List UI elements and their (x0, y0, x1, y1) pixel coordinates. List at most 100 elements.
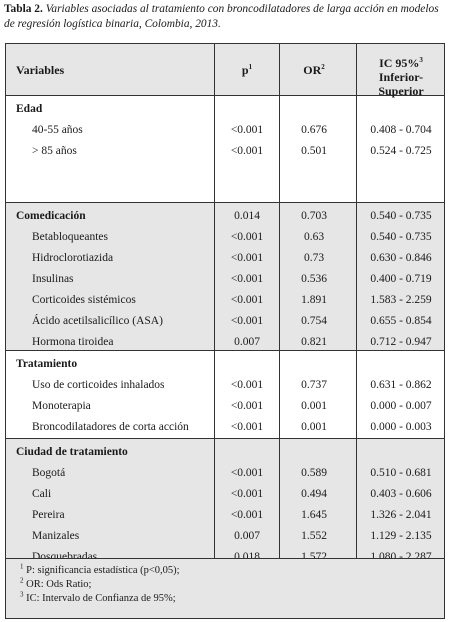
confidence-interval: 0.408 - 0.704 (370, 124, 432, 136)
section-title-row: Ciudad de tratamiento (6, 443, 444, 464)
section-title: Tratamiento (16, 358, 78, 370)
table-section: Tratamiento Uso de corticoides inhalados <… (6, 351, 444, 438)
p-value: <0.001 (230, 400, 264, 412)
table-header: Variables p1 OR2 IC 95%3 Inferior-Superio… (6, 44, 445, 98)
odds-ratio: 0.494 (301, 488, 327, 500)
confidence-interval: 0.630 - 0.846 (370, 252, 432, 264)
table-row: > 85 años <0.001 0.501 0.524 - 0.725 (6, 142, 444, 163)
footnote: 3 IC: Intervalo de Confianza de 95%; (20, 590, 176, 604)
footnote: 1 P: significancia estadística (p<0,05); (20, 563, 180, 576)
header-ic-sup: 3 (419, 56, 423, 64)
section-title-row: Tratamiento (6, 355, 444, 376)
table-section: Edad 40-55 años <0.001 0.676 0.408 - 0.704 > … (6, 96, 444, 202)
header-p-sup: 1 (248, 63, 253, 71)
footnote: 2 OR: Ods Ratio; (20, 576, 91, 590)
table-row: Corticoides sistémicos <0.001 1.891 1.583 -… (6, 291, 444, 312)
header-p: p1 (223, 63, 271, 78)
p-value: <0.001 (230, 315, 264, 327)
section-title: Edad (16, 103, 43, 115)
odds-ratio: 0.737 (301, 379, 327, 391)
variable-label: Insulinas (32, 273, 74, 285)
odds-ratio: 0.754 (301, 315, 327, 327)
odds-ratio: 0.001 (301, 400, 327, 412)
footnotes: 1 P: significancia estadística (p<0,05);… (6, 558, 444, 618)
p-value: 0.007 (234, 530, 260, 542)
table-row: Hormona tiroidea 0.007 0.821 0.712 - 0.947 (6, 333, 444, 354)
odds-ratio: 0.821 (301, 336, 327, 348)
table-row: Betabloqueantes <0.001 0.63 0.540 - 0.735 (6, 228, 444, 249)
caption-label: Tabla 2. (4, 3, 43, 15)
variable-label: Pereira (32, 509, 65, 521)
variable-label: Ácido acetilsalicílico (ASA) (32, 315, 163, 327)
confidence-interval: 1.583 - 2.259 (370, 294, 432, 306)
confidence-interval: 0.400 - 0.719 (370, 273, 432, 285)
table-section: Ciudad de tratamiento Bogotá <0.001 0.589 0.… (6, 439, 444, 605)
variable-label: Hidroclorotiazida (32, 252, 114, 264)
header-ic-range: Inferior-Superior (378, 70, 424, 98)
p-value: <0.001 (230, 379, 264, 391)
p-value: <0.001 (230, 273, 264, 285)
confidence-interval: 0.540 - 0.735 (370, 210, 432, 222)
confidence-interval: 0.712 - 0.947 (370, 336, 432, 348)
table-row: Hidroclorotiazida <0.001 0.73 0.630 - 0.846 (6, 249, 444, 270)
section-title-row: Comedicación 0.014 0.703 0.540 - 0.735 (6, 207, 444, 228)
p-value: <0.001 (230, 488, 264, 500)
section-title: Ciudad de tratamiento (16, 446, 128, 458)
table-row: Uso de corticoides inhalados <0.001 0.737 0… (6, 376, 444, 397)
variable-label: Hormona tiroidea (32, 336, 114, 348)
section-divider (6, 350, 444, 351)
column-divider (214, 44, 215, 618)
table-row: Ácido acetilsalicílico (ASA) <0.001 0.754 0… (6, 312, 444, 333)
odds-ratio: 0.703 (301, 210, 327, 222)
column-divider (279, 44, 280, 618)
results-table: Variables p1 OR2 IC 95%3 Inferior-Superio… (5, 43, 445, 619)
section-title-row: Edad (6, 100, 444, 121)
footnote-sup: 2 (20, 576, 24, 585)
odds-ratio: 0.73 (303, 252, 325, 264)
confidence-interval: 0.540 - 0.735 (370, 231, 432, 243)
header-or: OR2 (280, 63, 348, 78)
p-value: 0.014 (234, 210, 260, 222)
confidence-interval: 0.524 - 0.725 (370, 145, 432, 157)
table-row: Pereira <0.001 1.645 1.326 - 2.041 (6, 506, 444, 527)
p-value: <0.001 (230, 294, 264, 306)
odds-ratio: 0.001 (301, 421, 327, 433)
footnote-text: P: significancia estadística (p<0,05); (26, 565, 180, 576)
odds-ratio: 0.63 (303, 231, 325, 243)
p-value: <0.001 (230, 252, 264, 264)
p-value: <0.001 (230, 421, 264, 433)
odds-ratio: 1.645 (301, 509, 327, 521)
variable-label: 40-55 años (32, 124, 83, 136)
table-row: 40-55 años <0.001 0.676 0.408 - 0.704 (6, 121, 444, 142)
confidence-interval: 0.000 - 0.003 (370, 421, 432, 433)
table-caption: Tabla 2. Variables asociadas al tratamie… (4, 2, 448, 32)
table-row: Insulinas <0.001 0.536 0.400 - 0.719 (6, 270, 444, 291)
variable-label: Bogotá (32, 467, 66, 479)
table-row: Cali <0.001 0.494 0.403 - 0.606 (6, 485, 444, 506)
odds-ratio: 0.676 (301, 124, 327, 136)
variable-label: Manizales (32, 530, 80, 542)
p-value: <0.001 (230, 124, 264, 136)
caption-text: Variables asociadas al tratamiento con b… (4, 3, 439, 30)
header-ic: IC 95%3 Inferior-Superior (357, 56, 445, 98)
confidence-interval: 0.631 - 0.862 (370, 379, 432, 391)
confidence-interval: 1.326 - 2.041 (370, 509, 432, 521)
p-value: <0.001 (230, 509, 264, 521)
confidence-interval: 0.000 - 0.007 (370, 400, 432, 412)
header-p-label: p (241, 63, 249, 77)
header-or-label: OR (303, 63, 322, 77)
section-divider (6, 202, 444, 203)
section-title: Comedicación (16, 210, 86, 222)
variable-label: Uso de corticoides inhalados (32, 379, 165, 391)
variable-label: Cali (32, 488, 52, 500)
confidence-interval: 0.655 - 0.854 (370, 315, 432, 327)
variable-label: Corticoides sistémicos (32, 294, 136, 306)
footnote-sup: 3 (20, 590, 24, 599)
odds-ratio: 0.501 (301, 145, 327, 157)
table-row: Monoterapia <0.001 0.001 0.000 - 0.007 (6, 397, 444, 418)
variable-label: Monoterapia (32, 400, 91, 412)
header-or-sup: 2 (321, 63, 325, 71)
odds-ratio: 0.536 (301, 273, 327, 285)
variable-label: > 85 años (32, 145, 77, 157)
p-value: <0.001 (230, 145, 264, 157)
